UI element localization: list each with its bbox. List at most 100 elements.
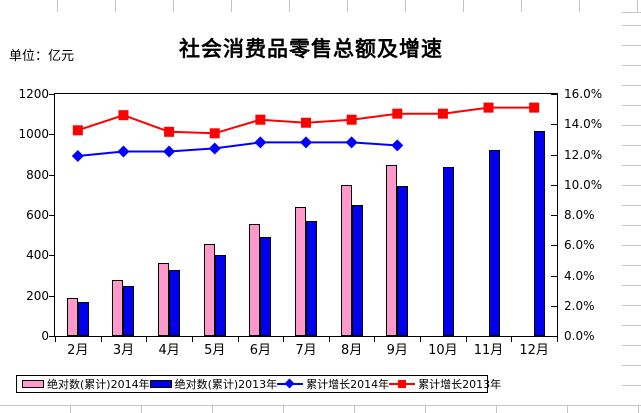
x-axis-tick-label: 6月 — [249, 343, 271, 358]
legend-item-growth-2013[interactable]: 累计增长2013年 — [389, 376, 501, 392]
x-axis-tick — [511, 336, 513, 342]
bar-2013[interactable] — [306, 221, 317, 336]
left-axis-tick-label: 1000 — [18, 127, 49, 142]
bar-2013[interactable] — [351, 205, 363, 336]
diamond-marker-icon — [71, 150, 84, 163]
sheet-gridlines-bottom — [0, 405, 641, 413]
unit-label: 单位：亿元 — [9, 49, 75, 64]
right-axis-tick — [551, 336, 557, 337]
legend-item-abs-2013[interactable]: 绝对数(累计)2013年 — [149, 376, 278, 392]
bar-2013[interactable] — [260, 237, 272, 336]
bar-2013[interactable] — [397, 186, 409, 336]
left-axis-tick — [49, 94, 55, 95]
x-axis-tick — [465, 336, 467, 342]
square-marker-icon — [164, 126, 175, 137]
square-marker-icon — [437, 108, 448, 119]
x-axis-tick — [283, 336, 285, 342]
legend-label-abs-2014: 绝对数(累计)2014年 — [47, 378, 150, 391]
legend-swatch-line-2014 — [277, 378, 304, 389]
legend-item-abs-2014[interactable]: 绝对数(累计)2014年 — [22, 376, 150, 392]
x-axis-tick — [328, 336, 330, 342]
square-marker-icon — [392, 108, 403, 119]
left-axis-tick — [49, 255, 55, 257]
left-axis-tick-label: 400 — [26, 248, 49, 263]
x-axis-tick-label: 4月 — [158, 343, 180, 358]
bar-2013[interactable] — [214, 255, 226, 336]
left-axis-tick — [49, 134, 55, 136]
x-axis-tick-label: 3月 — [112, 343, 135, 358]
right-axis-tick-label: 8.0% — [564, 208, 595, 222]
x-axis-tick — [146, 336, 148, 342]
diamond-marker-icon — [163, 145, 176, 158]
x-axis-tick-label: 8月 — [340, 343, 363, 358]
right-axis-tick — [551, 245, 557, 247]
legend-item-growth-2014[interactable]: 累计增长2014年 — [277, 376, 389, 392]
bar-2013[interactable] — [169, 270, 181, 336]
square-marker-icon — [301, 117, 311, 128]
square-marker-icon — [209, 128, 220, 139]
legend-label-abs-2013: 绝对数(累计)2013年 — [174, 378, 278, 391]
square-marker-icon — [483, 102, 494, 113]
x-axis-tick-label: 9月 — [386, 343, 408, 358]
diamond-marker-icon — [345, 136, 358, 149]
bar-2014[interactable] — [340, 185, 352, 336]
x-axis-tick-label: 5月 — [204, 343, 226, 358]
bar-2014[interactable] — [112, 280, 124, 336]
diamond-marker-icon — [284, 378, 295, 389]
x-axis-tick-label: 12月 — [519, 343, 549, 358]
bar-2014[interactable] — [66, 298, 78, 336]
left-axis-tick — [49, 336, 55, 337]
right-axis-tick-label: 4.0% — [564, 268, 595, 283]
right-axis-tick — [551, 154, 557, 156]
bar-2014[interactable] — [386, 165, 398, 336]
bar-2014[interactable] — [203, 244, 215, 336]
bar-2014[interactable] — [249, 224, 261, 336]
square-marker-icon — [118, 110, 129, 121]
bar-2013[interactable] — [123, 286, 135, 336]
growth-line-2014[interactable] — [77, 141, 398, 157]
diamond-marker-icon — [300, 136, 312, 149]
bar-2013[interactable] — [442, 167, 454, 336]
right-axis-tick — [551, 275, 557, 277]
right-axis-tick-label: 0.0% — [564, 329, 595, 343]
diamond-marker-icon — [391, 139, 404, 152]
left-axis-tick-label: 1200 — [18, 87, 49, 101]
square-marker-icon — [346, 114, 357, 125]
diamond-marker-icon — [117, 145, 130, 158]
right-axis-tick — [551, 124, 557, 126]
x-axis-tick-label: 2月 — [67, 343, 89, 358]
bar-2014[interactable] — [295, 207, 306, 336]
right-axis-tick — [551, 305, 557, 307]
x-axis-tick — [420, 336, 422, 342]
right-axis-tick-label: 14.0% — [564, 117, 603, 132]
lines-layer — [71, 102, 540, 163]
right-axis-tick-label: 6.0% — [564, 238, 595, 253]
plot-area — [49, 93, 558, 342]
legend-swatch-bar-2014 — [22, 380, 44, 388]
left-axis-tick — [49, 215, 55, 216]
square-marker-icon — [255, 114, 266, 125]
x-axis-tick-label: 7月 — [295, 343, 317, 358]
legend-label-growth-2013: 累计增长2013年 — [418, 378, 502, 391]
square-marker-icon — [398, 379, 407, 388]
square-marker-icon — [72, 125, 83, 136]
bar-2013[interactable] — [534, 131, 546, 336]
x-axis-tick — [55, 336, 56, 342]
bar-2014[interactable] — [158, 263, 170, 336]
left-axis-tick-label: 200 — [26, 288, 49, 303]
x-axis-tick-label: 11月 — [473, 343, 504, 358]
axis-ticks — [49, 94, 558, 342]
x-axis-tick-label: 10月 — [428, 343, 458, 358]
left-axis-tick-label: 600 — [26, 208, 49, 222]
right-axis-tick-label: 16.0% — [564, 87, 603, 101]
bars-layer — [55, 94, 557, 336]
bar-2013[interactable] — [77, 302, 89, 336]
right-axis-tick-label: 10.0% — [564, 177, 603, 192]
chart-canvas[interactable]: 社会消费品零售总额及增速 单位：亿元 0 200 400 600 800 1000 1200… — [0, 12, 622, 405]
left-axis-tick-label: 0 — [41, 329, 49, 343]
sheet-gridlines-right — [622, 13, 641, 405]
left-axis-tick — [49, 174, 55, 176]
bar-2013[interactable] — [488, 150, 500, 336]
diamond-marker-icon — [254, 136, 267, 149]
right-axis-tick — [551, 184, 557, 186]
